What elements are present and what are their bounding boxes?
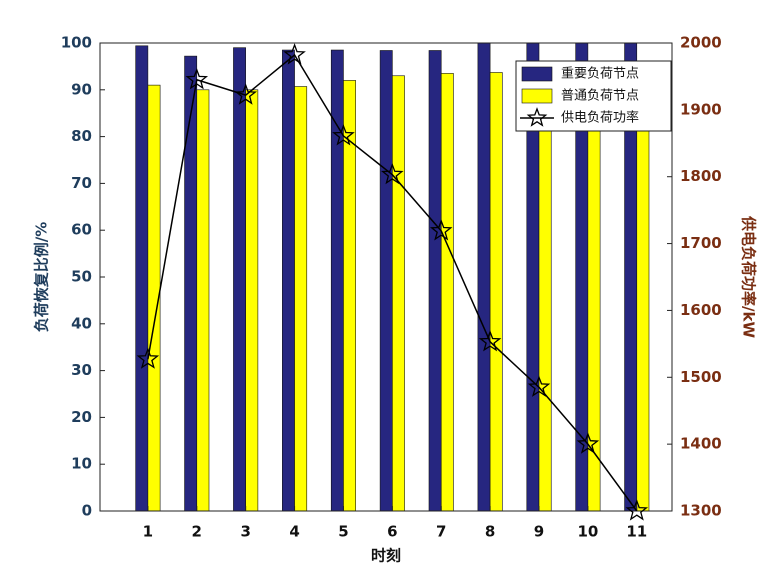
line-marker (478, 330, 502, 352)
x-tick-label: 8 (485, 523, 495, 541)
x-tick-label: 10 (577, 523, 598, 541)
y-tick-label: 40 (71, 314, 92, 332)
y-tick-label: 90 (71, 80, 92, 98)
bar (538, 70, 552, 512)
legend-swatch (521, 88, 553, 104)
line-marker (576, 432, 600, 454)
x-tick-label: 1 (143, 523, 153, 541)
bar (477, 42, 491, 512)
x-tick-label: 2 (192, 523, 202, 541)
legend-marker (526, 107, 548, 127)
x-tick-label: 9 (534, 523, 544, 541)
bar (379, 50, 393, 512)
y2-tick-label: 2000 (680, 34, 722, 52)
legend-swatch (521, 66, 553, 82)
bar (245, 89, 259, 512)
legend-label: 重要负荷节点 (561, 66, 639, 82)
x-tick-label: 4 (289, 523, 299, 541)
x-tick-label: 5 (338, 523, 348, 541)
line-marker (429, 219, 453, 241)
x-tick-label: 3 (240, 523, 250, 541)
line-marker (234, 83, 257, 105)
bar (196, 89, 210, 512)
line (147, 53, 638, 512)
bar (636, 70, 650, 512)
y2-tick-label: 1700 (680, 234, 722, 252)
line-marker (136, 347, 160, 369)
bar (489, 72, 503, 512)
y-tick-label: 20 (71, 408, 92, 426)
y2-tick-label: 1800 (680, 167, 722, 185)
y2-tick-label: 1500 (680, 368, 722, 386)
legend-label: 供电负荷功率 (561, 110, 639, 126)
y2-tick-label: 1900 (680, 100, 722, 118)
y-tick-label: 30 (71, 361, 92, 379)
bar (184, 55, 198, 512)
bar (233, 47, 246, 512)
y-tick-label: 0 (82, 502, 92, 520)
line-marker (185, 67, 209, 90)
y-tick-label: 80 (71, 127, 92, 145)
bar (392, 75, 405, 512)
bar (135, 45, 149, 512)
y2-axis-label: 供电负荷功率/kW (740, 215, 758, 338)
y2-tick-label: 1600 (680, 301, 722, 319)
line-marker (527, 375, 551, 397)
x-axis-label: 时刻 (371, 547, 401, 565)
bar (294, 86, 308, 512)
y-tick-label: 50 (71, 268, 92, 286)
bar (428, 50, 442, 512)
y-tick-label: 10 (71, 455, 92, 473)
line-marker (625, 499, 649, 521)
x-tick-label: 7 (436, 523, 446, 541)
x-tick-label: 6 (387, 523, 397, 541)
y-tick-label: 100 (61, 34, 92, 52)
bar (282, 49, 295, 512)
y-tick-label: 60 (71, 221, 92, 239)
y-axis-label: 负荷恢复比例/% (33, 222, 51, 333)
legend-label: 普通负荷节点 (561, 89, 639, 104)
line-marker (283, 43, 306, 65)
line-marker (381, 162, 404, 185)
line-marker (332, 124, 355, 146)
y2-tick-label: 1400 (680, 435, 722, 453)
y2-tick-label: 1300 (680, 502, 722, 520)
bar (587, 70, 601, 512)
bar (440, 73, 454, 512)
x-tick-label: 11 (626, 523, 647, 541)
y-tick-label: 70 (71, 174, 92, 192)
